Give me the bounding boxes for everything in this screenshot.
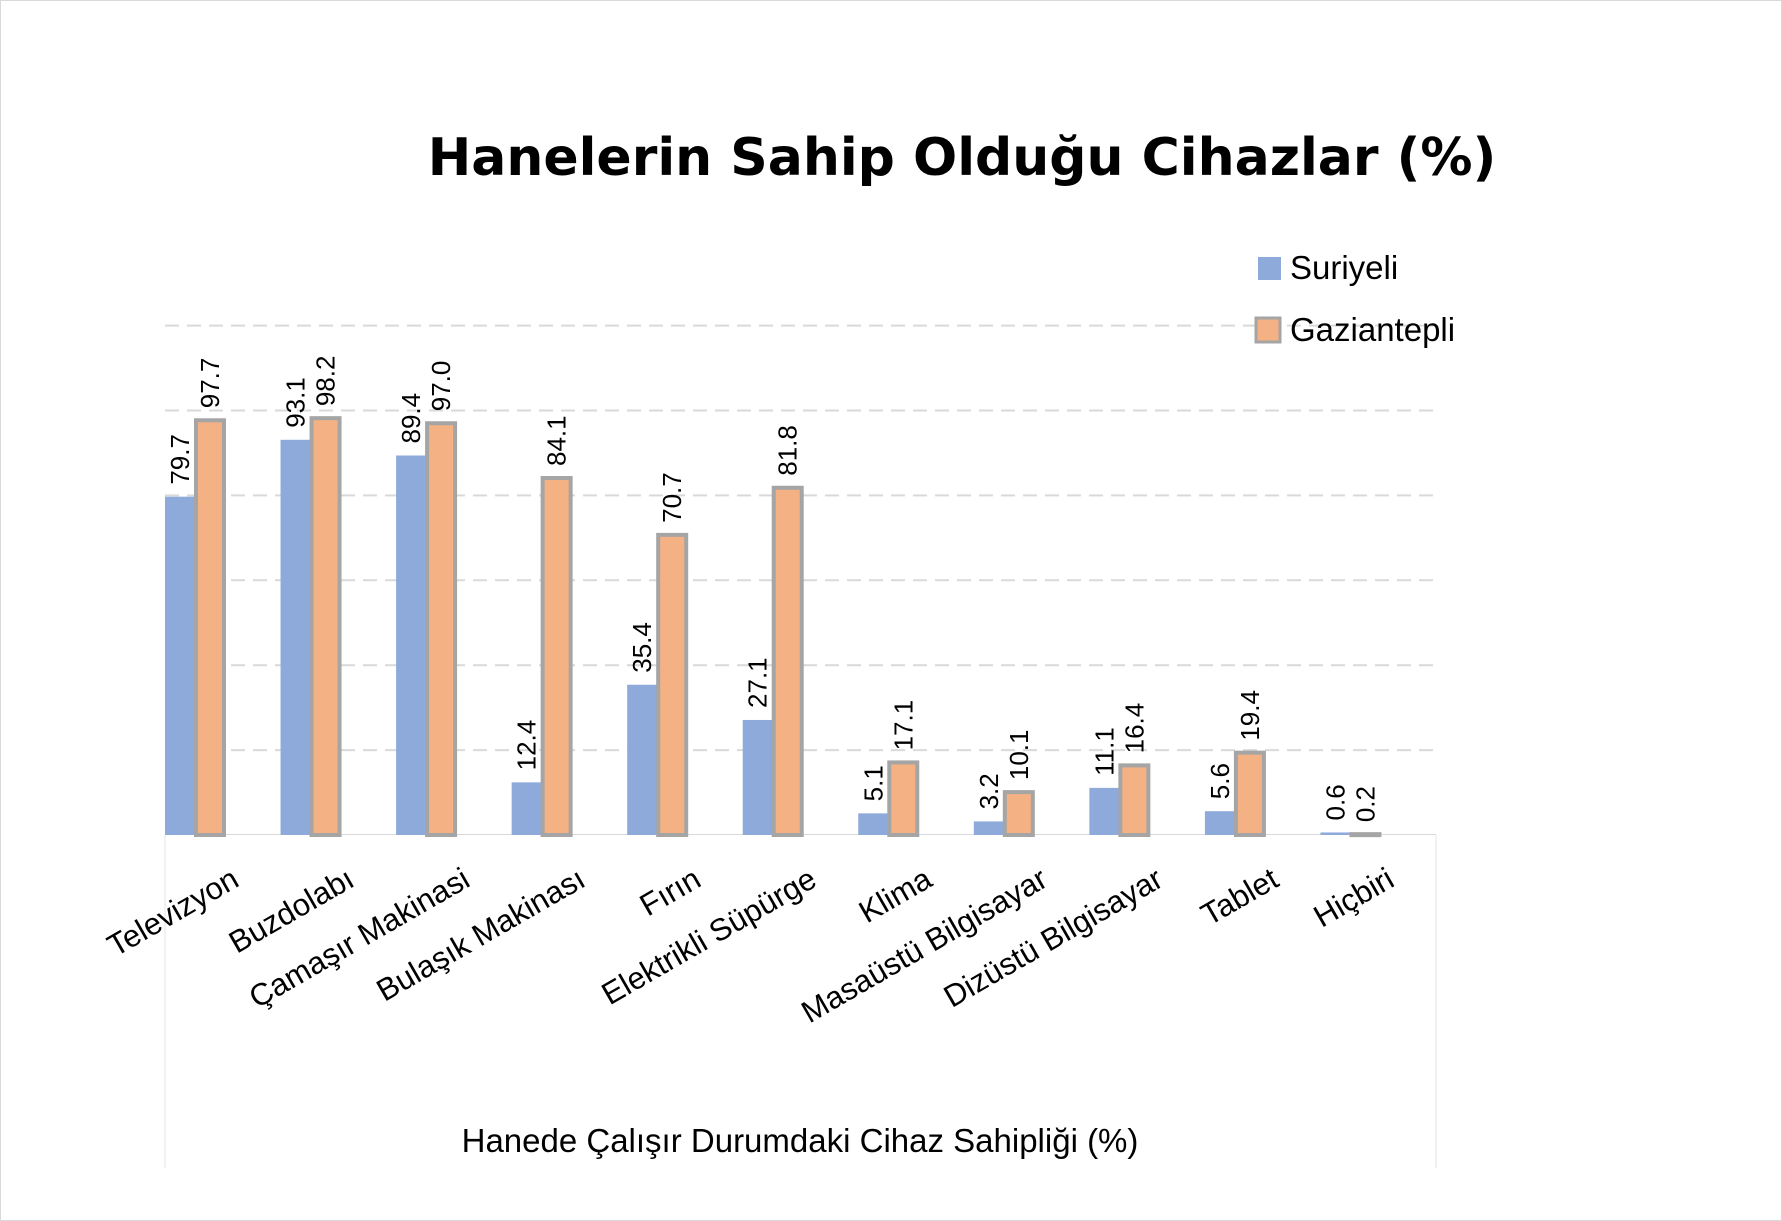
value-label: 10.1 bbox=[1004, 730, 1034, 781]
bar-suriyeli bbox=[627, 684, 658, 835]
value-label: 17.1 bbox=[888, 700, 918, 751]
value-label: 12.4 bbox=[512, 720, 542, 771]
value-label: 97.0 bbox=[426, 361, 456, 412]
bar-gaziantepli bbox=[1002, 790, 1035, 837]
value-label: 81.8 bbox=[773, 425, 803, 476]
value-label: 0.2 bbox=[1350, 786, 1380, 822]
value-label: 89.4 bbox=[396, 393, 426, 444]
category-area bbox=[165, 835, 1436, 1168]
bar-gaziantepli bbox=[540, 475, 573, 837]
bar-suriyeli bbox=[973, 821, 1004, 835]
bar-gaziantepli bbox=[309, 416, 342, 837]
value-label: 0.6 bbox=[1320, 784, 1350, 820]
bar-suriyeli bbox=[1089, 787, 1120, 835]
value-label: 19.4 bbox=[1235, 690, 1265, 741]
bar-suriyeli bbox=[396, 455, 427, 835]
value-label: 70.7 bbox=[657, 472, 687, 523]
bar-gaziantepli bbox=[771, 485, 804, 837]
x-axis-label: Hanede Çalışır Durumdaki Cihaz Sahipliği… bbox=[462, 1122, 1139, 1159]
bar-gaziantepli bbox=[1118, 763, 1151, 838]
bars bbox=[165, 416, 1382, 838]
bar-suriyeli bbox=[511, 782, 542, 835]
bar-gaziantepli bbox=[194, 418, 226, 837]
bar-suriyeli bbox=[858, 813, 889, 835]
value-label: 98.2 bbox=[311, 356, 341, 407]
bar-gaziantepli bbox=[1349, 832, 1382, 838]
value-label: 5.6 bbox=[1205, 763, 1235, 799]
value-label: 35.4 bbox=[627, 622, 657, 673]
bar-suriyeli bbox=[280, 439, 311, 835]
value-label: 93.1 bbox=[281, 377, 311, 428]
legend: Suriyeli Gaziantepli bbox=[1254, 249, 1455, 348]
bar-gaziantepli bbox=[425, 421, 458, 837]
bar-suriyeli bbox=[1204, 811, 1235, 835]
legend-swatch-gaziantepli bbox=[1254, 316, 1282, 344]
value-label: 11.1 bbox=[1089, 727, 1119, 776]
bar-gaziantepli bbox=[1233, 750, 1266, 837]
value-label: 79.7 bbox=[165, 434, 195, 485]
bar-suriyeli bbox=[1320, 832, 1351, 835]
bar-gaziantepli bbox=[656, 532, 689, 837]
bar-suriyeli bbox=[742, 719, 773, 835]
value-label: 27.1 bbox=[743, 657, 773, 708]
value-label: 97.7 bbox=[195, 358, 225, 409]
bar-suriyeli bbox=[165, 496, 195, 835]
value-label: 5.1 bbox=[858, 765, 888, 801]
legend-swatch-suriyeli bbox=[1258, 257, 1281, 280]
value-label: 16.4 bbox=[1119, 703, 1149, 754]
legend-label-gaziantepli: Gaziantepli bbox=[1290, 311, 1455, 348]
chart-title: Hanelerin Sahip Olduğu Cihazlar (%) bbox=[428, 128, 1497, 188]
legend-label-suriyeli: Suriyeli bbox=[1290, 249, 1398, 286]
value-label: 3.2 bbox=[974, 773, 1004, 809]
value-label: 84.1 bbox=[542, 415, 572, 466]
value-labels: 79.797.7 93.1 98.2 89.497.0 12.4 84.1 35.4 70.7… bbox=[165, 356, 1380, 823]
bar-gaziantepli bbox=[887, 760, 920, 838]
